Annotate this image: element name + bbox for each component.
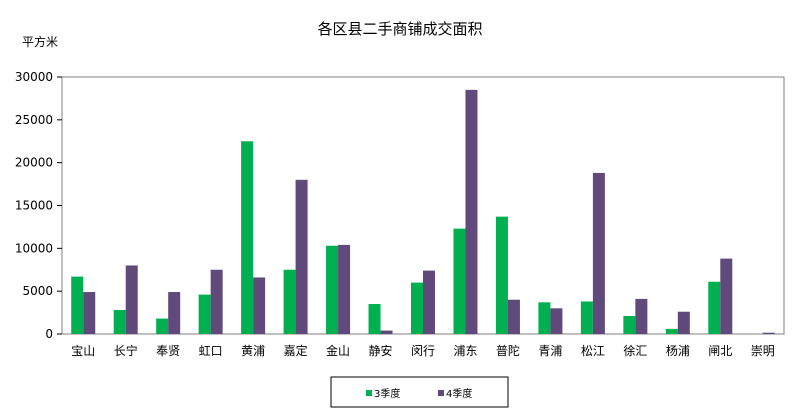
bar-series-2 [507,299,520,334]
x-tick-label: 杨浦 [666,343,690,358]
bar-series-2 [83,292,96,334]
bar-series-2 [210,269,223,334]
x-tick-label: 闵行 [411,343,435,358]
bar-series-1 [241,141,254,334]
legend: 3季度 4季度 [330,376,509,408]
bar-series-2 [592,172,605,334]
x-tick-label: 浦东 [453,344,477,358]
bar-series-1 [623,316,636,334]
y-tick-label: 25000 [15,113,53,127]
bar-series-2 [762,332,775,334]
bar-series-2 [423,270,435,334]
y-axis-unit-label: 平方米 [22,34,58,49]
legend-swatch-series-1 [366,390,372,396]
bar-series-1 [113,310,126,334]
x-tick-label: 嘉定 [284,343,308,358]
x-tick-label: 徐汇 [623,343,647,358]
y-tick-label: 15000 [15,199,53,213]
bar-series-1 [665,328,678,334]
x-axis: 宝山 长宁 奉贤 虹口 黄浦 嘉定 金山 静安 闵行 浦东 普陀 青浦 松江 徐汇 杨浦 闸北 崇明 [71,343,775,358]
legend-label-series-1: 3季度 [374,387,400,400]
bar-series-2 [168,292,181,334]
x-tick-label: 金山 [326,343,350,358]
bar-series-1 [283,269,296,334]
x-tick-label: 普陀 [496,343,520,358]
x-tick-label: 松江 [581,344,605,358]
bar-series-2 [720,258,733,334]
bar-series-1 [453,228,466,334]
bar-series-2 [550,308,563,334]
legend-label-series-2: 4季度 [446,387,472,400]
bar-series-2 [338,244,351,334]
y-axis: 0 5000 10000 15000 20000 25000 30000 [15,70,62,341]
bar-series-2 [635,298,648,334]
bar-series-2 [465,89,478,334]
bar-series-1 [368,304,381,334]
x-tick-label: 崇明 [751,344,775,358]
bar-series-2 [253,277,266,334]
bar-series-2 [677,311,690,334]
x-tick-label: 青浦 [538,344,562,358]
bar-series-1 [411,282,423,334]
bars-group [71,89,775,334]
x-tick-label: 奉贤 [156,344,180,358]
x-tick-label: 黄浦 [241,344,265,358]
x-tick-label: 闸北 [708,344,732,358]
bar-series-1 [495,216,508,334]
bar-series-2 [380,330,393,334]
x-tick-label: 长宁 [114,343,138,358]
chart-title: 各区县二手商铺成交面积 [317,20,482,38]
bar-series-1 [156,318,169,334]
legend-box [330,376,509,408]
bar-series-1 [71,276,84,334]
x-tick-label: 虹口 [199,344,223,358]
bar-series-1 [326,245,339,334]
bar-series-1 [580,301,593,334]
legend-swatch-series-2 [438,390,444,396]
y-tick-label: 30000 [15,70,53,84]
bar-series-1 [708,281,721,334]
bar-series-2 [125,265,138,334]
x-tick-label: 宝山 [71,344,95,358]
bar-series-1 [198,294,211,334]
y-tick-label: 0 [45,327,53,341]
y-tick-label: 20000 [15,156,53,170]
x-tick-label: 静安 [369,343,393,358]
y-tick-label: 10000 [15,241,53,255]
bar-series-2 [295,179,308,334]
y-tick-label: 5000 [22,284,53,298]
bar-series-1 [538,302,551,334]
